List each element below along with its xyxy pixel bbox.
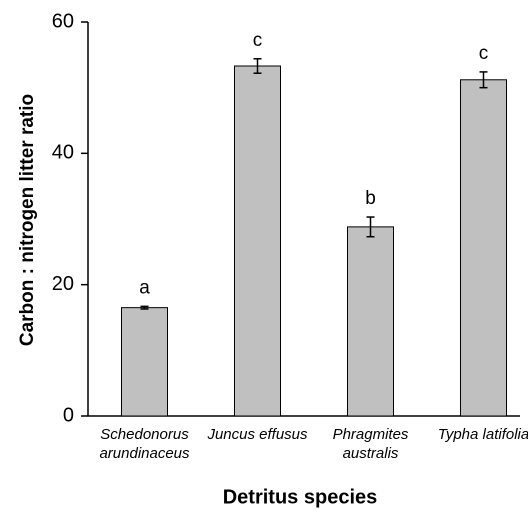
y-tick-label: 0 [63, 404, 74, 426]
bar [121, 307, 168, 417]
x-tick-label: Juncus effusus [207, 426, 308, 443]
x-tick-label: Schedonorus arundinaceus [99, 426, 190, 462]
annotation: c [253, 30, 263, 51]
x-tick-label: Typha latifolia [437, 426, 528, 443]
bar [347, 226, 394, 417]
y-axis-label: Carbon : nitrogen litter ratio [17, 94, 38, 346]
bar [234, 65, 281, 417]
y-tick-label: 40 [52, 142, 74, 164]
x-axis-label: Detritus species [223, 486, 378, 508]
y-tick-label: 20 [52, 273, 74, 295]
annotation: b [365, 188, 376, 209]
y-tick-label: 60 [52, 10, 74, 32]
x-tick-label: Phragmites australis [332, 426, 409, 462]
annotation: a [139, 277, 150, 298]
bar [460, 79, 507, 417]
annotation: c [479, 43, 489, 64]
